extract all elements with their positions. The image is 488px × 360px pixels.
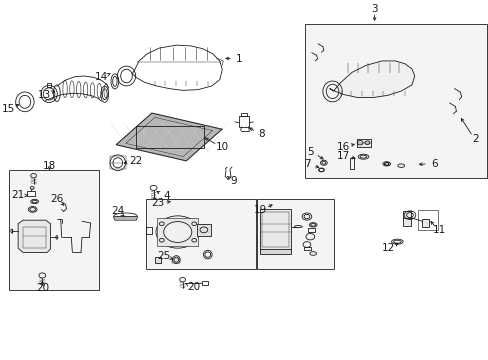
Text: 14: 14 [95, 72, 108, 82]
Text: 3: 3 [370, 4, 377, 14]
Bar [47, 83, 51, 87]
Text: 16: 16 [336, 143, 349, 152]
Text: 13: 13 [38, 90, 51, 100]
Bar [23, 226, 46, 248]
Bar [202, 282, 207, 285]
Text: 22: 22 [128, 156, 142, 166]
Text: 17: 17 [336, 150, 349, 161]
Polygon shape [329, 61, 414, 98]
Bar [9, 170, 99, 291]
Bar [27, 192, 35, 196]
Bar [145, 226, 151, 234]
Bar [402, 211, 410, 226]
Text: 24: 24 [111, 206, 124, 216]
Bar [238, 116, 249, 127]
Bar [262, 212, 288, 247]
Text: 6: 6 [430, 158, 437, 168]
Text: 23: 23 [151, 198, 164, 208]
Polygon shape [113, 217, 137, 220]
Text: 7: 7 [304, 159, 310, 169]
Bar [421, 220, 428, 227]
Bar [240, 113, 247, 116]
Text: 11: 11 [432, 225, 445, 235]
Polygon shape [116, 113, 222, 161]
Bar [257, 199, 334, 269]
Bar [136, 126, 203, 148]
Bar [110, 156, 126, 169]
Text: 12: 12 [381, 243, 394, 253]
Text: 21: 21 [11, 190, 24, 200]
Bar [197, 224, 210, 235]
Text: 10: 10 [216, 142, 228, 152]
Text: 20: 20 [36, 283, 49, 293]
Bar [172, 259, 180, 263]
Text: 5: 5 [307, 147, 313, 157]
Polygon shape [18, 220, 50, 252]
Bar [157, 218, 198, 246]
Text: 20: 20 [187, 282, 200, 292]
Bar [145, 199, 256, 269]
Bar [154, 257, 161, 263]
Bar [308, 228, 314, 232]
Text: 8: 8 [257, 129, 264, 139]
Text: 4: 4 [163, 191, 169, 201]
Bar [260, 249, 291, 253]
Bar [305, 24, 486, 178]
Text: 18: 18 [43, 161, 56, 171]
Text: 1: 1 [235, 54, 242, 64]
Text: 9: 9 [230, 176, 237, 186]
Text: 26: 26 [50, 194, 63, 204]
Text: 25: 25 [157, 251, 170, 261]
Text: 19: 19 [253, 205, 266, 215]
Text: 15: 15 [1, 104, 15, 114]
Bar [260, 209, 291, 250]
Ellipse shape [163, 222, 191, 242]
Bar [349, 158, 353, 168]
Bar [417, 211, 437, 230]
Bar [303, 247, 311, 250]
Text: 2: 2 [471, 135, 478, 144]
Bar [356, 139, 370, 147]
